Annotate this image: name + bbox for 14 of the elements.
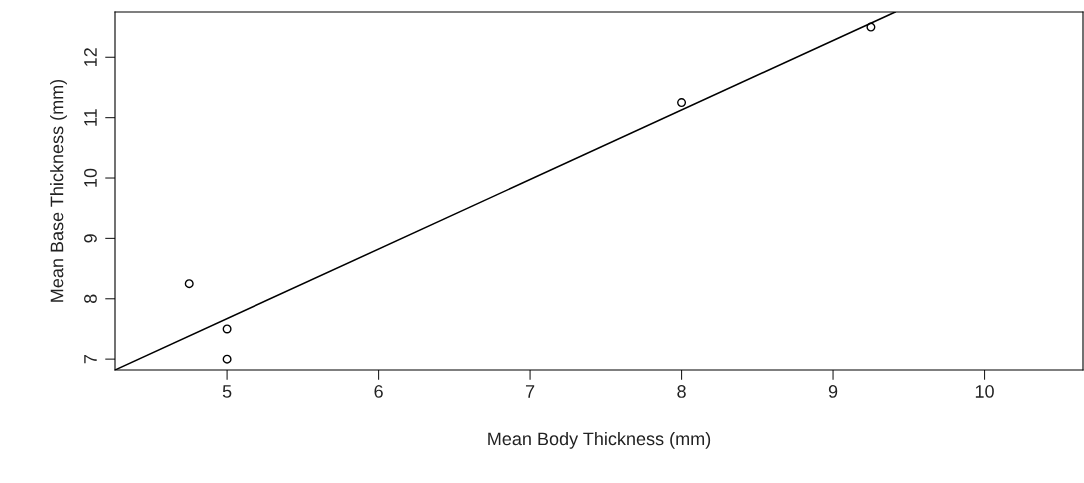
y-tick-label: 9 xyxy=(84,234,97,243)
x-tick-label: 7 xyxy=(525,385,535,398)
x-tick-label: 8 xyxy=(677,385,686,398)
y-tick-label: 10 xyxy=(84,168,97,187)
y-tick-label: 7 xyxy=(84,355,97,364)
x-tick-label: 9 xyxy=(828,385,838,398)
y-axis-title: Mean Base Thickness (mm) xyxy=(50,79,67,302)
y-tick-label: 8 xyxy=(84,294,97,303)
x-axis-title: Mean Body Thickness (mm) xyxy=(488,431,711,449)
x-tick-label: 6 xyxy=(374,385,383,398)
x-tick-label: 10 xyxy=(975,385,994,398)
x-tick-label: 5 xyxy=(222,385,232,398)
y-tick-label: 11 xyxy=(84,109,97,126)
y-tick-label: 12 xyxy=(84,48,97,66)
